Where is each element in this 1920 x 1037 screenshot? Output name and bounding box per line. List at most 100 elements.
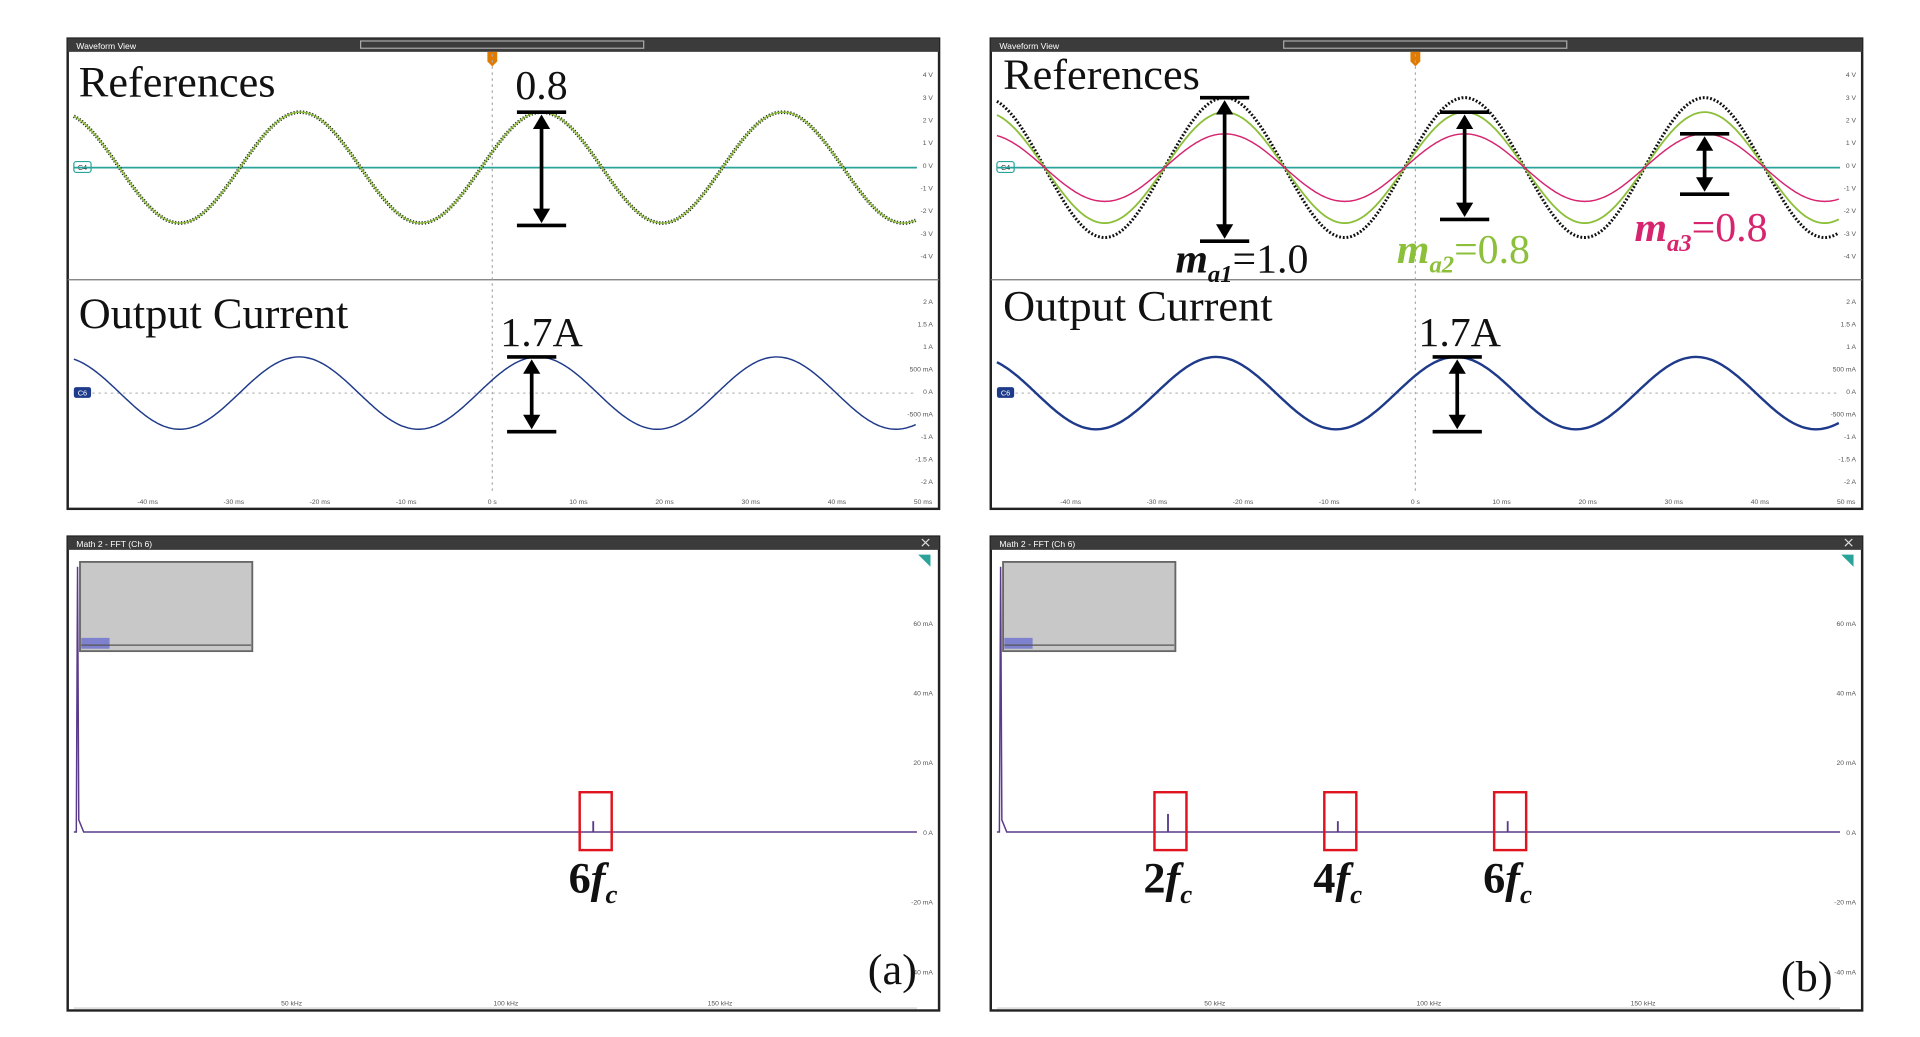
harmonic-subscript: c: [1350, 879, 1362, 909]
modulation-value: =1.0: [1233, 236, 1309, 282]
y-tick-label: 60 mA: [913, 621, 933, 628]
y-tick-label: -40 mA: [911, 969, 933, 976]
header-title: Math 2 - FFT (Ch 6): [76, 539, 152, 549]
modulation-symbol: m: [1634, 205, 1667, 251]
arrow-head: [1696, 177, 1714, 192]
x-tick-label: 100 kHz: [1417, 1001, 1442, 1008]
header-bar: [67, 38, 940, 52]
header-bar: [990, 536, 1863, 550]
modulation-value: =0.8: [1692, 205, 1768, 251]
harmonic-label: 6fc: [1483, 855, 1532, 909]
harmonic-label: 4fc: [1313, 855, 1362, 909]
y-tick-label: 2 V: [1846, 118, 1857, 125]
harmonic-subscript: c: [606, 879, 618, 909]
y-tick-label: 20 mA: [913, 760, 933, 767]
x-tick-label: -10 ms: [396, 499, 417, 506]
y-tick-label: 500 mA: [910, 367, 934, 374]
highlight-box: [578, 791, 613, 852]
arrow-head: [1448, 414, 1466, 430]
x-tick-label: -40 ms: [137, 499, 158, 506]
panel-frame: [66, 37, 941, 511]
y-tick-label: 1 A: [1846, 344, 1856, 351]
x-tick-label: -40 ms: [1060, 499, 1081, 506]
x-tick-label: 20 ms: [1578, 499, 1597, 506]
overview-inset: [1002, 561, 1177, 653]
x-tick-label: 150 kHz: [1631, 1001, 1656, 1008]
header-title: Waveform View: [76, 41, 137, 51]
panel-caption: (a): [868, 946, 917, 994]
modulation-subscript: a1: [1208, 261, 1233, 288]
x-tick-label: 100 kHz: [493, 1001, 518, 1008]
header-title: Waveform View: [999, 41, 1060, 51]
current-label: Output Current: [1003, 283, 1272, 331]
channel-tag: [73, 387, 92, 398]
x-tick-label: 50 kHz: [281, 1001, 303, 1008]
arrow-head: [1456, 202, 1474, 218]
fft-trace: [996, 566, 1840, 833]
harmonic-symbol: f: [1505, 855, 1524, 903]
current-label: Output Current: [79, 290, 348, 338]
fft-trace: [73, 566, 917, 833]
y-tick-label: -500 mA: [907, 412, 933, 419]
y-tick-label: 500 mA: [1833, 367, 1857, 374]
x-tick-label: 50 ms: [914, 499, 933, 506]
x-tick-label: 50 ms: [1837, 499, 1856, 506]
modulation-symbol: m: [1397, 226, 1430, 272]
arrow-head: [1216, 224, 1234, 239]
y-tick-label: -1 A: [921, 434, 934, 441]
y-tick-label: -2 V: [921, 208, 934, 215]
harmonic-label: 2fc: [1143, 855, 1192, 909]
scroll-bar: [1283, 40, 1568, 49]
y-tick-label: 1.5 A: [1841, 321, 1857, 328]
references-label: References: [1003, 52, 1200, 100]
y-tick-label: 40 mA: [913, 691, 933, 698]
x-tick-label: 10 ms: [569, 499, 588, 506]
y-tick-label: 1 V: [1846, 140, 1857, 147]
arrow-head: [1448, 359, 1466, 374]
y-tick-label: -1 V: [1844, 186, 1857, 193]
harmonic-symbol: f: [1335, 855, 1354, 903]
panel-frame: [989, 37, 1864, 511]
amplitude-label: 0.8: [515, 62, 567, 108]
header-title: Math 2 - FFT (Ch 6): [999, 539, 1075, 549]
channel-tag-label: C6: [78, 389, 87, 398]
header-bar: [990, 38, 1863, 52]
y-tick-label: -4 V: [921, 254, 934, 261]
y-tick-label: 40 mA: [1836, 691, 1856, 698]
current-amplitude-label: 1.7A: [500, 309, 583, 355]
y-tick-label: -3 V: [1844, 231, 1857, 238]
x-tick-label: 150 kHz: [708, 1001, 733, 1008]
y-tick-label: 60 mA: [1836, 621, 1856, 628]
highlight-box: [1492, 791, 1528, 852]
y-tick-label: 0 A: [1846, 830, 1856, 837]
y-tick-label: 0 V: [1846, 163, 1857, 170]
modulation-symbol: m: [1175, 236, 1208, 282]
x-tick-label: -20 ms: [1233, 499, 1254, 506]
y-tick-label: 0 A: [923, 830, 933, 837]
references-label: References: [79, 59, 276, 107]
harmonic-number: 6: [1483, 855, 1505, 903]
y-tick-label: -4 V: [1844, 254, 1857, 261]
y-tick-label: 0 V: [923, 163, 934, 170]
y-tick-label: -20 mA: [911, 900, 933, 907]
modulation-label: ma2=0.8: [1397, 226, 1530, 278]
y-tick-label: 20 mA: [1836, 760, 1856, 767]
y-tick-label: 0 A: [923, 389, 933, 396]
arrow-head: [532, 208, 551, 224]
x-tick-label: 30 ms: [1665, 499, 1684, 506]
y-tick-label: 2 V: [923, 118, 934, 125]
y-tick-label: -3 V: [921, 231, 934, 238]
x-tick-label: 0 s: [1411, 499, 1421, 506]
x-tick-label: 20 ms: [655, 499, 674, 506]
modulation-value: =0.8: [1454, 226, 1530, 272]
x-tick-label: 40 ms: [1751, 499, 1770, 506]
y-tick-label: 3 V: [1846, 95, 1857, 102]
trace-current: [73, 356, 917, 430]
modulation-label: ma3=0.8: [1634, 205, 1767, 257]
scroll-bar: [360, 40, 645, 49]
harmonic-subscript: c: [1520, 879, 1532, 909]
harmonic-number: 6: [569, 855, 591, 903]
trace-reference-1: [996, 96, 1840, 240]
